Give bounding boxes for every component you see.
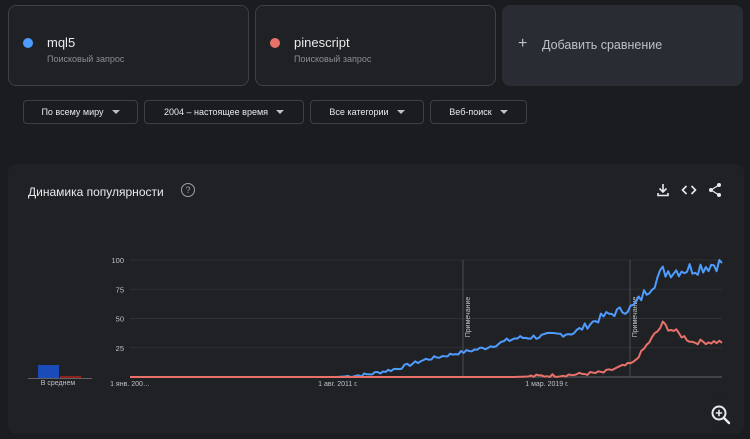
zoom-in-icon — [711, 405, 731, 425]
embed-icon[interactable] — [680, 181, 698, 199]
x-tick-label: 1 авг. 2011 г. — [318, 381, 358, 388]
chevron-down-icon — [396, 110, 405, 114]
chart-title: Динамика популярности — [28, 185, 164, 199]
region-filter[interactable]: По всему миру — [23, 100, 138, 124]
help-icon[interactable]: ? — [181, 183, 195, 197]
add-comparison-label: Добавить сравнение — [542, 38, 663, 52]
term-name: pinescript — [294, 35, 350, 50]
chevron-down-icon — [499, 110, 508, 114]
series-color-dot — [270, 38, 280, 48]
average-bar-pinescript — [60, 375, 81, 378]
search-type-filter-label: Веб-поиск — [449, 107, 492, 117]
average-bar-mql5 — [38, 364, 59, 378]
x-tick-label: 1 мар. 2019 г. — [525, 381, 569, 388]
y-tick-label: 100 — [111, 256, 124, 265]
series-color-dot — [23, 38, 33, 48]
interest-over-time-panel: Динамика популярности ? В среднем 100 75 5… — [8, 164, 744, 434]
category-filter[interactable]: Все категории — [310, 100, 424, 124]
x-tick-label: 1 янв. 200… — [110, 381, 150, 388]
y-tick-label: 50 — [116, 315, 124, 324]
term-card-pinescript[interactable]: pinescript Поисковый запрос — [255, 5, 496, 86]
download-icon[interactable] — [654, 181, 672, 199]
line-chart: 100 75 50 25 1 янв. 200… 1 авг. 2011 г. 1 мар.… — [110, 256, 723, 388]
series-line-pinescript — [130, 320, 723, 378]
average-label: В среднем — [40, 380, 76, 387]
average-axis — [28, 378, 92, 379]
time-range-filter-label: 2004 – настоящее время — [163, 107, 269, 117]
term-card-mql5[interactable]: mql5 Поисковый запрос — [8, 5, 249, 86]
zoom-button[interactable] — [704, 398, 738, 432]
term-name: mql5 — [47, 35, 76, 50]
chevron-down-icon — [111, 110, 120, 114]
term-type: Поисковый запрос — [47, 54, 125, 64]
category-filter-label: Все категории — [329, 107, 389, 117]
search-type-filter[interactable]: Веб-поиск — [430, 100, 527, 124]
average-bars — [36, 338, 84, 378]
term-type: Поисковый запрос — [294, 54, 372, 64]
add-comparison-button[interactable]: + Добавить сравнение — [502, 5, 743, 86]
region-filter-label: По всему миру — [41, 107, 104, 117]
plus-icon: + — [518, 35, 528, 52]
annotation-label: Примечание — [632, 297, 639, 338]
y-tick-label: 25 — [116, 344, 124, 353]
chevron-down-icon — [276, 110, 285, 114]
time-range-filter[interactable]: 2004 – настоящее время — [144, 100, 304, 124]
share-icon[interactable] — [706, 181, 724, 199]
annotation-label: Примечание — [465, 297, 472, 338]
y-tick-label: 75 — [116, 285, 124, 294]
